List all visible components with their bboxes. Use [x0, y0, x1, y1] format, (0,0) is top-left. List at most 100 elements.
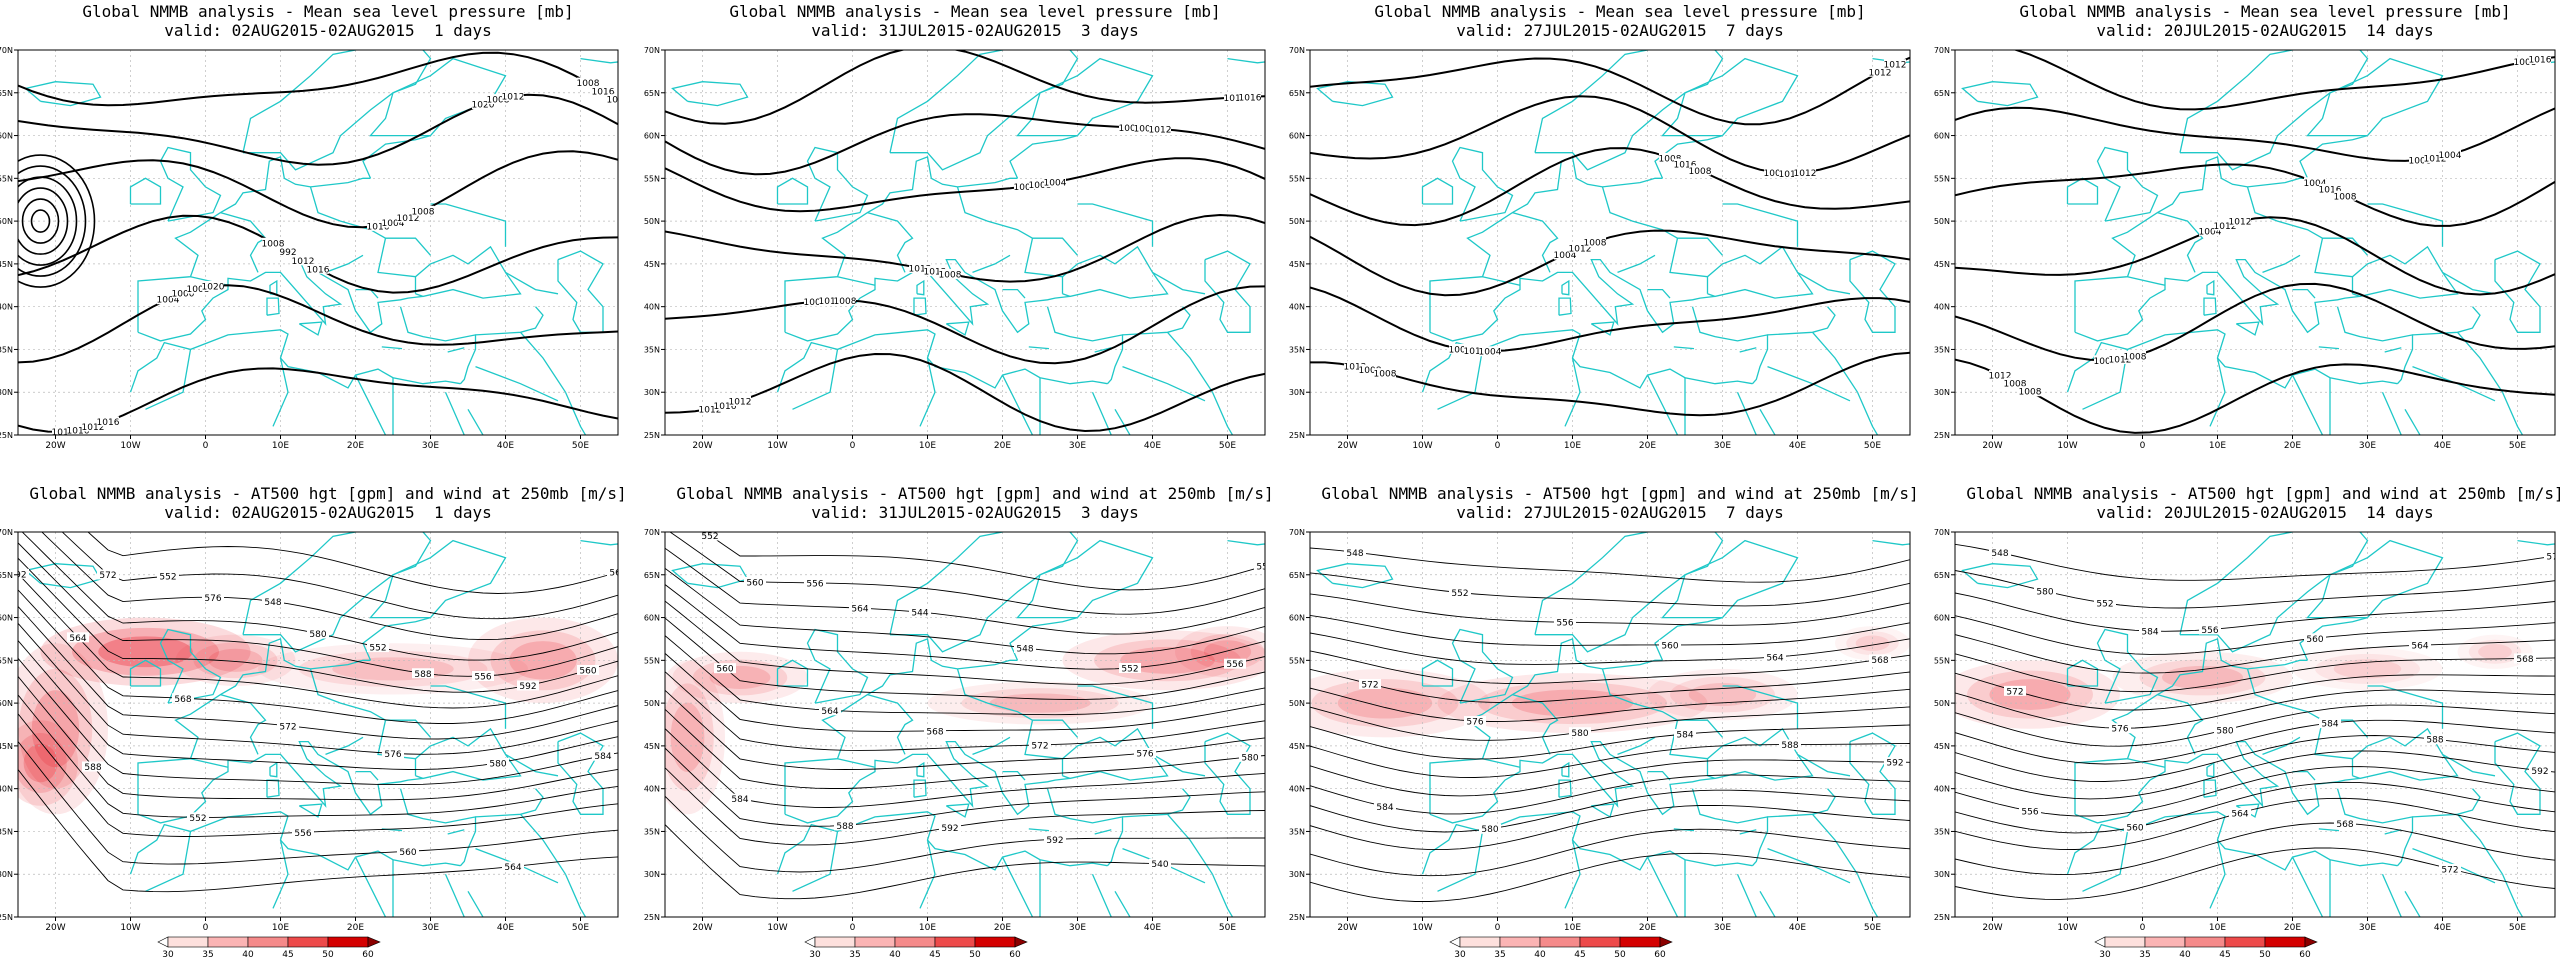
jet-core: [18, 733, 67, 793]
colorbar-label: 45: [1574, 950, 1585, 960]
lon-tick-label: 40E: [1144, 923, 1161, 933]
colorbar-label: 60: [2299, 950, 2311, 960]
lat-tick-label: 60N: [0, 132, 13, 141]
contour-label: 572: [1031, 741, 1048, 751]
lat-tick-label: 70N: [644, 46, 660, 55]
jet-core: [1647, 668, 1798, 721]
contour-label: 556: [294, 829, 311, 839]
contour-label: 556: [2201, 626, 2218, 636]
lat-tick-label: 65N: [1289, 89, 1305, 98]
lat-tick-label: 35N: [1289, 827, 1305, 836]
lat-tick-label: 60N: [1934, 132, 1950, 141]
contour-label: 1008: [1359, 366, 1382, 376]
contour-label: 550: [1256, 562, 1273, 572]
lon-tick-label: 10W: [1412, 441, 1432, 451]
lon-tick-label: 0: [1495, 923, 1501, 933]
lat-tick-label: 60N: [644, 614, 660, 623]
lat-tick-label: 30N: [1289, 388, 1305, 397]
colorbar-label: 45: [929, 950, 940, 960]
contour-label: 588: [2426, 736, 2443, 746]
lat-tick-label: 45N: [1934, 742, 1950, 751]
lat-tick-label: 45N: [1289, 260, 1305, 269]
lat-tick-label: 65N: [0, 89, 13, 98]
contour-label: 1008: [262, 239, 285, 249]
contour-label: 1012: [502, 92, 525, 102]
contour-label: 1008: [1659, 154, 1682, 164]
contours: [665, 50, 1265, 433]
lat-tick-label: 70N: [1289, 46, 1305, 55]
contour-label: 592: [9, 570, 26, 580]
lon-tick-label: 10W: [120, 441, 140, 451]
lat-tick-label: 60N: [644, 132, 660, 141]
contour-label: 560: [2126, 824, 2143, 834]
colorbar-label: 30: [1454, 950, 1466, 960]
lon-tick-label: 0: [850, 923, 856, 933]
lat-tick-label: 35N: [1934, 827, 1950, 836]
colorbar-label: 40: [242, 950, 254, 960]
contour-label: 1008: [487, 96, 510, 106]
contour-labels: 556 552 548 552 556 560 564 568 572 576 580 584 588 5…: [9, 567, 618, 873]
contour-label: 1012: [52, 428, 75, 438]
lat-tick-label: 40N: [1289, 785, 1305, 794]
contour-label: 572: [2441, 865, 2458, 875]
contour-label: 592: [941, 824, 958, 834]
lon-tick-label: 20W: [45, 923, 65, 933]
contour-label: 1012: [2229, 218, 2252, 228]
panel-title: Global NMMB analysis - Mean sea level pr…: [729, 2, 1221, 21]
contour-label: 1012: [1224, 94, 1247, 104]
contour-label: 1008: [1449, 345, 1472, 355]
contour-label: 1008: [2004, 379, 2027, 389]
lon-tick-label: 30E: [2359, 441, 2376, 451]
colorbar-label: 30: [2099, 950, 2111, 960]
contour-label: 572: [99, 571, 116, 581]
lat-tick-label: 25N: [1934, 431, 1950, 440]
colorbar-label: 50: [2259, 950, 2271, 960]
contour-label: 1012: [82, 423, 105, 433]
lat-tick-label: 55N: [1934, 656, 1950, 665]
contour-label: 568: [2336, 820, 2353, 830]
contour-label: 1008: [2409, 157, 2432, 167]
contour-label: 1008: [2094, 357, 2117, 367]
contour-label: 1012: [1884, 61, 1907, 71]
map-canvas: 1012100810041004100810081008101210121016…: [1934, 46, 2556, 451]
contour-label: 580: [1481, 825, 1498, 835]
lon-tick-label: 20E: [994, 923, 1011, 933]
lat-tick-label: 35N: [1934, 345, 1950, 354]
contour-label: 580: [1241, 753, 1258, 763]
colorbar-label: 35: [202, 950, 213, 960]
colorbar-label: 60: [1009, 950, 1021, 960]
contour-label: 584: [1676, 731, 1693, 741]
contour-label: 564: [851, 605, 868, 615]
lon-tick-label: 10E: [919, 441, 936, 451]
colorbar: 30 35 40 45 50 60: [157, 936, 381, 960]
contour-label: 1004: [607, 96, 630, 106]
contour-label: 1008: [1119, 124, 1142, 134]
contour-label: 1012: [397, 214, 420, 224]
contour-label: 552: [701, 532, 718, 542]
lat-tick-label: 70N: [0, 46, 13, 55]
contour-label: 564: [1766, 653, 1783, 663]
contour-label: 572: [1361, 680, 1378, 690]
lat-tick-label: 60N: [1289, 614, 1305, 623]
lon-tick-label: 10W: [120, 923, 140, 933]
contour-label: 564: [821, 707, 838, 717]
lat-tick-label: 25N: [644, 913, 660, 922]
colorbar-label: 35: [849, 950, 860, 960]
lat-tick-label: 30N: [0, 388, 13, 397]
lat-tick-label: 50N: [1934, 699, 1950, 708]
map-canvas: 548 552 556 560 564 568 572 576 580 584 588 592 584 5…: [1289, 528, 1911, 960]
jet-core: [2468, 639, 2522, 664]
contour-label: 1012: [292, 257, 315, 267]
lat-tick-label: 55N: [0, 656, 13, 665]
lat-tick-label: 30N: [1289, 870, 1305, 879]
contour-label: 1012: [1344, 363, 1367, 373]
panel-valid-period: valid: 02AUG2015-02AUG2015 1 days: [164, 503, 492, 522]
lat-tick-label: 25N: [1289, 913, 1305, 922]
contour-label: 1008: [1584, 238, 1607, 248]
contour-label: 1016: [1674, 160, 1697, 170]
lat-tick-label: 40N: [644, 785, 660, 794]
lon-tick-label: 40E: [1789, 923, 1806, 933]
panel-valid-period: valid: 20JUL2015-02AUG2015 14 days: [2096, 21, 2434, 40]
contour-label: 1004: [2304, 179, 2327, 189]
lon-tick-label: 40E: [2434, 923, 2451, 933]
